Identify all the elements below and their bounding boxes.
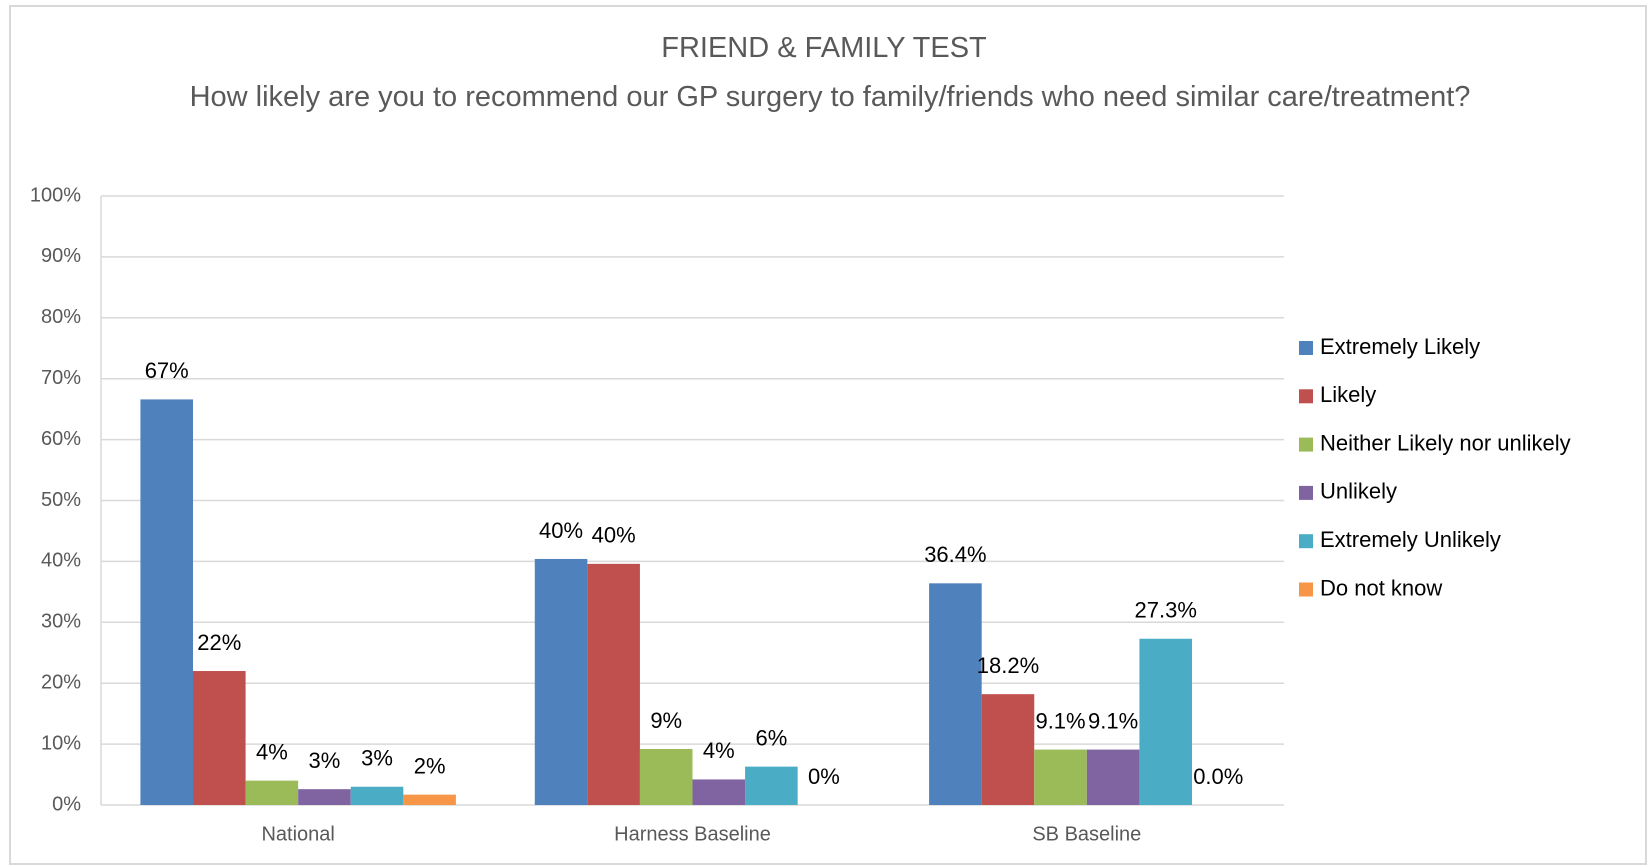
data-label: 0% <box>808 764 840 789</box>
chart-subtitle: How likely are you to recommend our GP s… <box>189 81 1471 113</box>
bar <box>403 794 456 805</box>
legend-swatch <box>1299 534 1313 549</box>
data-label: 67% <box>145 358 189 383</box>
data-label: 6% <box>755 725 787 750</box>
legend-label: Extremely Likely <box>1320 334 1480 359</box>
bar <box>587 563 640 805</box>
legend-swatch <box>1299 341 1313 355</box>
chart-title: FRIEND & FAMILY TEST <box>661 32 987 64</box>
bar <box>534 558 588 805</box>
y-tick-label: 90% <box>41 245 81 267</box>
y-tick-label: 80% <box>41 306 81 328</box>
data-label: 36.4% <box>924 542 986 567</box>
y-tick-label: 0% <box>52 793 81 815</box>
bar <box>1086 749 1140 805</box>
bar <box>193 671 246 805</box>
data-label: 4% <box>703 738 735 763</box>
legend-swatch <box>1299 389 1313 404</box>
legend-label: Neither Likely nor unlikely <box>1320 430 1571 455</box>
legend-swatch <box>1299 437 1313 452</box>
bar <box>140 399 194 805</box>
data-label: 18.2% <box>977 653 1039 678</box>
chart-frame <box>9 5 1647 865</box>
data-label: 22% <box>197 630 241 655</box>
x-tick-label: SB Baseline <box>1032 823 1141 845</box>
x-tick-label: Harness Baseline <box>614 823 771 845</box>
bar <box>745 766 798 805</box>
bar <box>981 694 1035 805</box>
data-label: 0.0% <box>1193 764 1243 789</box>
y-tick-label: 100% <box>30 184 81 206</box>
legend-label: Unlikely <box>1320 479 1397 504</box>
data-label: 27.3% <box>1135 598 1197 623</box>
data-label: 3% <box>361 746 393 771</box>
y-tick-label: 40% <box>41 550 81 572</box>
legend-label: Likely <box>1320 382 1376 407</box>
data-label: 2% <box>414 753 446 778</box>
data-label: 40% <box>592 523 636 548</box>
legend-swatch <box>1299 485 1313 500</box>
bar <box>350 786 404 805</box>
bar <box>1139 638 1192 805</box>
data-label: 4% <box>256 739 288 764</box>
bar <box>245 780 299 805</box>
y-tick-label: 30% <box>41 611 81 633</box>
bar <box>639 748 693 805</box>
y-tick-label: 50% <box>41 489 81 511</box>
data-label: 9.1% <box>1035 708 1085 733</box>
bar <box>298 789 351 805</box>
data-label: 3% <box>309 748 341 773</box>
y-tick-label: 20% <box>41 671 81 693</box>
data-label: 40% <box>539 518 583 543</box>
data-label: 9% <box>650 708 682 733</box>
y-tick-label: 10% <box>41 732 81 754</box>
bar <box>929 583 982 805</box>
legend-label: Extremely Unlikely <box>1320 527 1501 552</box>
data-label: 9.1% <box>1088 708 1138 733</box>
y-tick-label: 60% <box>41 428 81 450</box>
bar <box>692 779 746 805</box>
legend-swatch <box>1299 582 1313 597</box>
y-tick-label: 70% <box>41 367 81 389</box>
legend-label: Do not know <box>1320 575 1442 600</box>
bar <box>1034 749 1087 805</box>
x-tick-label: National <box>261 823 334 845</box>
